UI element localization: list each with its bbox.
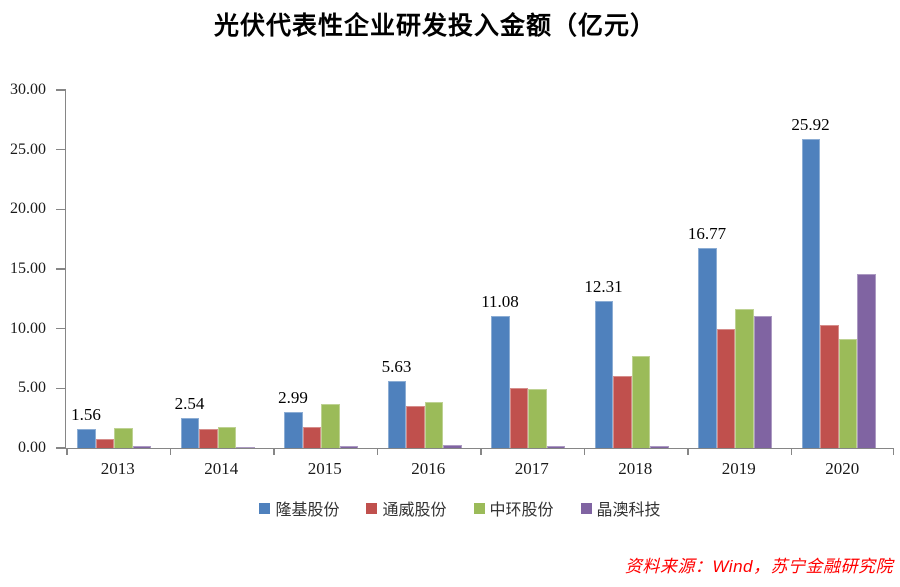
legend-item-longji: 隆基股份 [259, 496, 339, 520]
bar-jingao-2017 [546, 445, 565, 448]
legend-item-zhonghuan: 中环股份 [473, 496, 554, 520]
y-axis-tick [56, 148, 66, 151]
bar-zhonghuan-2020 [838, 339, 857, 448]
bar-zhonghuan-2017 [528, 388, 547, 448]
y-axis-tick-label: 5.00 [18, 379, 46, 397]
legend-swatch-longji-icon [259, 502, 271, 514]
y-axis-tick [56, 387, 66, 390]
x-axis-tick [273, 448, 275, 455]
y-axis-tick-label: 25.00 [10, 140, 46, 158]
bar-jingao-2016 [443, 445, 462, 448]
bar-tongwei-2014 [199, 429, 218, 448]
x-axis-tick [169, 448, 171, 455]
y-axis-labels: 30.00 25.00 20.00 15.00 10.00 5.00 0.00 [0, 81, 54, 456]
bar-tongwei-2018 [613, 376, 632, 448]
bar-tongwei-2013 [95, 439, 114, 448]
data-label-2017: 11.08 [481, 291, 519, 311]
bar-longji-2015 [284, 412, 303, 448]
legend-item-tongwei: 通威股份 [366, 496, 447, 520]
bar-longji-2019 [698, 247, 717, 448]
x-axis-tick [687, 448, 689, 455]
bar-jingao-2020 [857, 274, 876, 448]
x-axis-label-2019: 2019 [721, 459, 756, 478]
bar-jingao-2018 [650, 445, 669, 448]
bar-group-2017: 11.08 2017 [480, 90, 584, 478]
legend-swatch-jingao-icon [580, 502, 592, 514]
legend-swatch-zhonghuan-icon [473, 502, 485, 514]
legend-label: 中环股份 [489, 502, 554, 519]
data-label-2019: 16.77 [687, 223, 727, 243]
bar-longji-2020 [801, 138, 820, 448]
data-label-2018: 12.31 [584, 277, 623, 297]
bar-longji-2017 [491, 315, 510, 448]
data-label-2016: 5.63 [381, 356, 412, 376]
y-axis-tick [56, 89, 66, 91]
bar-zhonghuan-2018 [631, 355, 650, 448]
x-axis-label-2020: 2020 [825, 459, 860, 478]
bar-zhonghuan-2015 [321, 404, 340, 448]
bar-longji-2014 [180, 417, 199, 448]
x-axis-label-2018: 2018 [618, 459, 653, 478]
x-axis-label-2013: 2013 [100, 459, 135, 478]
legend-label: 隆基股份 [275, 502, 340, 519]
legend-swatch-tongwei-icon [366, 502, 378, 514]
data-label-2020: 25.92 [791, 114, 830, 134]
bar-longji-2016 [387, 380, 406, 448]
x-axis-label-2016: 2016 [411, 459, 446, 478]
bar-tongwei-2017 [509, 387, 528, 448]
bar-tongwei-2016 [406, 405, 425, 448]
x-axis-tick [583, 448, 585, 455]
bar-group-2020: 25.92 2020 [791, 90, 895, 478]
x-axis-tick [480, 448, 482, 455]
y-axis-tick [56, 208, 66, 211]
bar-jingao-2013 [132, 445, 151, 448]
bar-group-2014: 2.54 2014 [170, 90, 274, 478]
bar-group-2018: 12.31 2018 [584, 90, 688, 478]
x-axis-tick [790, 448, 792, 455]
x-axis-label-2015: 2015 [307, 459, 342, 478]
bar-longji-2013 [77, 429, 96, 448]
source-note: 资料来源：Wind，苏宁金融研究院 [624, 557, 893, 576]
bar-tongwei-2015 [302, 426, 321, 448]
legend: 隆基股份 通威股份 中环股份 晶澳科技 [0, 496, 900, 520]
bar-zhonghuan-2019 [735, 309, 754, 448]
bar-zhonghuan-2013 [114, 427, 133, 448]
bar-group-2016: 5.63 2016 [377, 90, 481, 478]
bar-jingao-2019 [753, 315, 772, 448]
bar-zhonghuan-2016 [424, 401, 443, 448]
bar-group-2015: 2.99 2015 [273, 90, 377, 478]
bar-jingao-2014 [236, 446, 255, 448]
bar-longji-2018 [594, 301, 613, 448]
x-axis-tick [376, 448, 378, 455]
bar-group-2013: 1.56 2013 [66, 90, 170, 478]
y-axis-tick-label: 15.00 [10, 260, 46, 277]
y-axis-tick-label: 30.00 [10, 81, 46, 98]
chart-title: 光伏代表性企业研发投入金额（亿元） [213, 12, 656, 40]
legend-item-jingao: 晶澳科技 [580, 496, 661, 520]
y-axis-tick [56, 447, 66, 449]
y-axis-tick [56, 327, 66, 330]
bar-jingao-2015 [339, 446, 358, 448]
bar-group-2019: 16.77 2019 [687, 90, 791, 478]
x-axis-label-2017: 2017 [514, 459, 549, 478]
bar-tongwei-2020 [820, 324, 839, 448]
y-axis-tick [56, 268, 66, 270]
x-axis-tick [66, 448, 68, 455]
y-axis-tick-label: 20.00 [10, 200, 46, 218]
legend-label: 通威股份 [382, 502, 447, 519]
x-axis-label-2014: 2014 [204, 459, 239, 478]
data-label-2013: 1.56 [71, 405, 101, 425]
plot-area: 1.56 2013 2.54 2014 2.99 2015 5.63 2016 11.08 201… [56, 89, 895, 478]
bar-zhonghuan-2014 [217, 427, 236, 448]
x-axis-tick [892, 448, 894, 455]
bar-tongwei-2019 [716, 329, 735, 448]
y-axis-tick-label: 10.00 [10, 319, 46, 337]
data-label-2014: 2.54 [174, 393, 205, 413]
data-label-2015: 2.99 [278, 388, 308, 408]
legend-label: 晶澳科技 [596, 502, 661, 519]
y-axis-tick-label: 0.00 [18, 439, 46, 456]
